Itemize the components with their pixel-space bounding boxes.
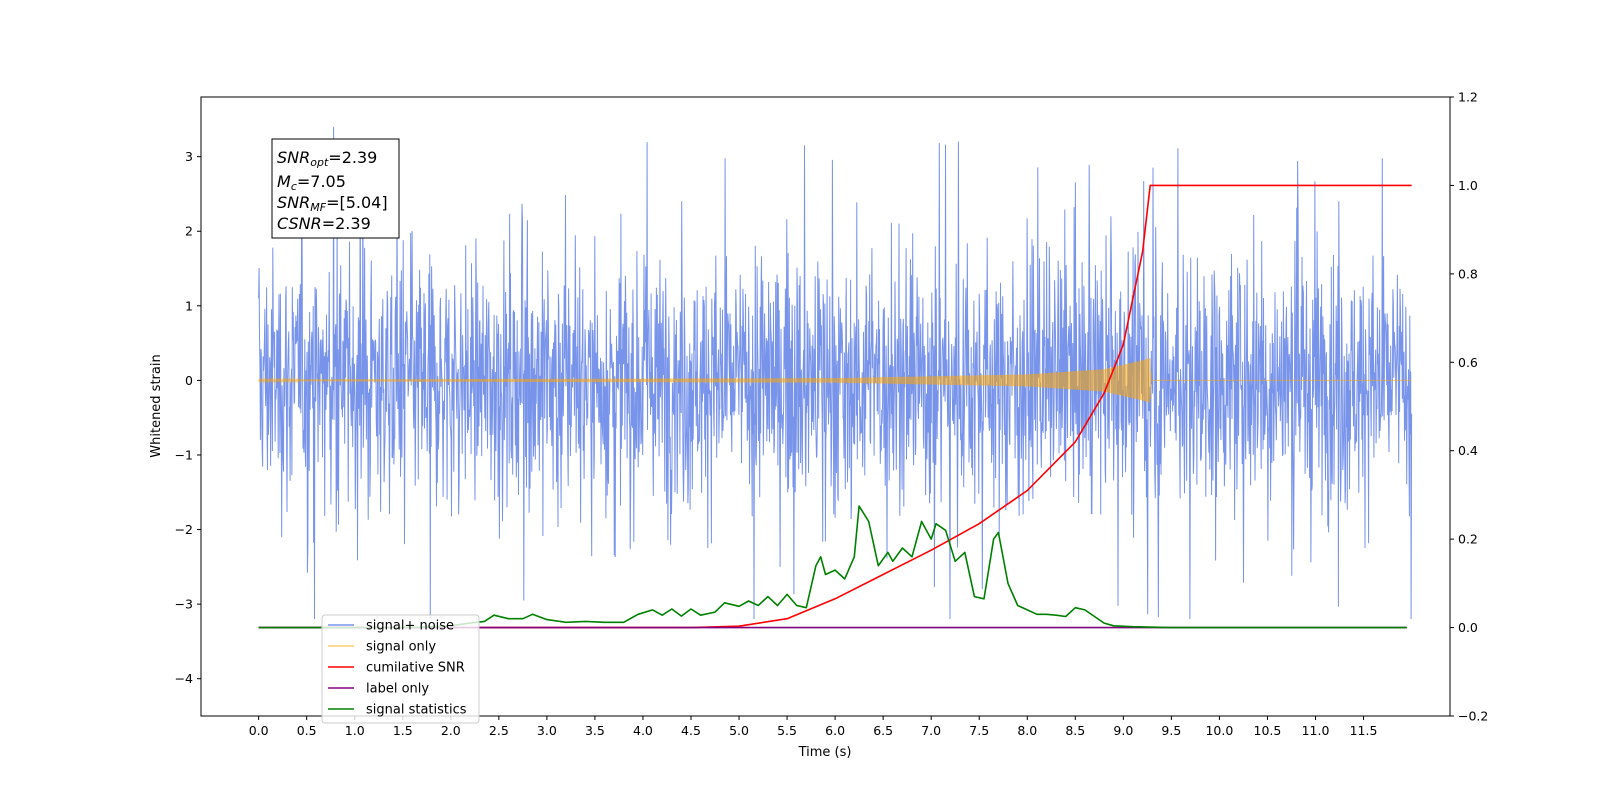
x-tick-label: 5.5 <box>777 723 797 738</box>
x-tick-label: 2.5 <box>489 723 509 738</box>
y-tick-label-left: 1 <box>185 298 193 313</box>
axes-frame <box>200 96 1451 717</box>
info-snr-opt: SNRopt=2.39 <box>277 148 377 169</box>
series-cumilative-snr-line <box>258 184 1412 629</box>
x-tick-label: 6.0 <box>825 723 845 738</box>
x-tick-label: 3.5 <box>585 723 605 738</box>
x-tick-label: 4.5 <box>681 723 701 738</box>
info-snr-mf: SNRMF=[5.04] <box>277 193 388 214</box>
x-tick-label: 0.5 <box>297 723 317 738</box>
info-mc-value: =7.05 <box>297 172 346 191</box>
x-axis-title: Time (s) <box>798 745 852 760</box>
y-axis-right: −0.2 0.0 0.2 0.4 0.6 0.8 1.0 1.2 <box>1450 90 1488 724</box>
series-signal-statistics-line <box>258 505 1407 629</box>
x-tick-label: 9.5 <box>1161 723 1181 738</box>
x-tick-label: 7.0 <box>921 723 941 738</box>
y-tick-label-left: −4 <box>175 671 193 686</box>
legend: signal+ noise signal only cumilative SNR la… <box>321 614 480 724</box>
info-mc-sub: c <box>291 180 297 193</box>
y-tick-label-left: 2 <box>185 224 193 239</box>
info-mc: Mc=7.05 <box>277 172 346 193</box>
info-mc-main: M <box>277 172 291 191</box>
y-tick-label-right: 0.8 <box>1458 266 1478 281</box>
legend-label: label only <box>366 682 429 697</box>
y-tick-label-right: −0.2 <box>1458 709 1488 724</box>
y-axis-title-left: Whitened strain <box>149 354 164 457</box>
x-tick-label: 1.5 <box>393 723 413 738</box>
x-tick-label: 11.0 <box>1302 723 1330 738</box>
y-tick-label-left: 3 <box>185 149 193 164</box>
x-tick-label: 0.0 <box>249 723 269 738</box>
y-tick-label-right: 1.0 <box>1458 178 1478 193</box>
y-tick-label-right: 1.2 <box>1458 90 1478 105</box>
y-tick-label-left: −3 <box>175 597 193 612</box>
legend-label: cumilative SNR <box>366 661 465 676</box>
y-tick-label-right: 0.4 <box>1458 443 1478 458</box>
y-tick-label-left: −2 <box>175 522 193 537</box>
x-tick-label: 9.0 <box>1113 723 1133 738</box>
y-tick-label-right: 0.0 <box>1458 620 1478 635</box>
x-tick-label: 4.0 <box>633 723 653 738</box>
legend-label: signal only <box>366 640 436 655</box>
x-tick-label: 5.0 <box>729 723 749 738</box>
x-tick-label: 8.5 <box>1065 723 1085 738</box>
y-tick-label-left: 0 <box>185 373 193 388</box>
info-csnr-main: CSNR <box>277 214 322 233</box>
info-csnr-value: =2.39 <box>322 214 371 233</box>
info-snr-mf-sub: MF <box>310 201 326 214</box>
info-snr-opt-sub: opt <box>310 156 329 169</box>
info-snr-mf-main: SNR <box>277 193 310 212</box>
y-tick-label-left: −1 <box>175 447 193 462</box>
info-box: SNRopt=2.39 Mc=7.05 SNRMF=[5.04] CSNR=2.… <box>271 138 400 239</box>
y-tick-label-right: 0.2 <box>1458 532 1478 547</box>
x-tick-label: 8.0 <box>1017 723 1037 738</box>
x-tick-label: 6.5 <box>873 723 893 738</box>
y-tick-label-right: 0.6 <box>1458 355 1478 370</box>
x-tick-label: 2.0 <box>441 723 461 738</box>
legend-label: signal+ noise <box>366 619 454 634</box>
x-tick-label: 1.0 <box>345 723 365 738</box>
info-box-frame <box>271 138 400 239</box>
x-tick-label: 3.0 <box>537 723 557 738</box>
legend-frame <box>321 614 480 724</box>
info-snr-mf-value: =[5.04] <box>326 193 388 212</box>
info-snr-opt-value: =2.39 <box>328 148 377 167</box>
y-axis-left: −4 −3 −2 −1 0 1 2 3 <box>175 149 201 686</box>
legend-label: signal statistics <box>366 703 467 718</box>
info-csnr: CSNR=2.39 <box>277 214 371 233</box>
info-snr-opt-main: SNR <box>277 148 310 167</box>
x-tick-label: 10.0 <box>1205 723 1233 738</box>
x-tick-label: 7.5 <box>969 723 989 738</box>
series-layer <box>258 126 1413 629</box>
x-axis: 0.0 0.5 1.0 1.5 2.0 2.5 3.0 3.5 4.0 4.5 5.0 5.5 6.0 6… <box>249 716 1378 738</box>
x-tick-label: 11.5 <box>1350 723 1378 738</box>
series-signal-only-line <box>258 358 1412 403</box>
x-tick-label: 10.5 <box>1254 723 1282 738</box>
series-signal-noise-line <box>258 126 1413 620</box>
